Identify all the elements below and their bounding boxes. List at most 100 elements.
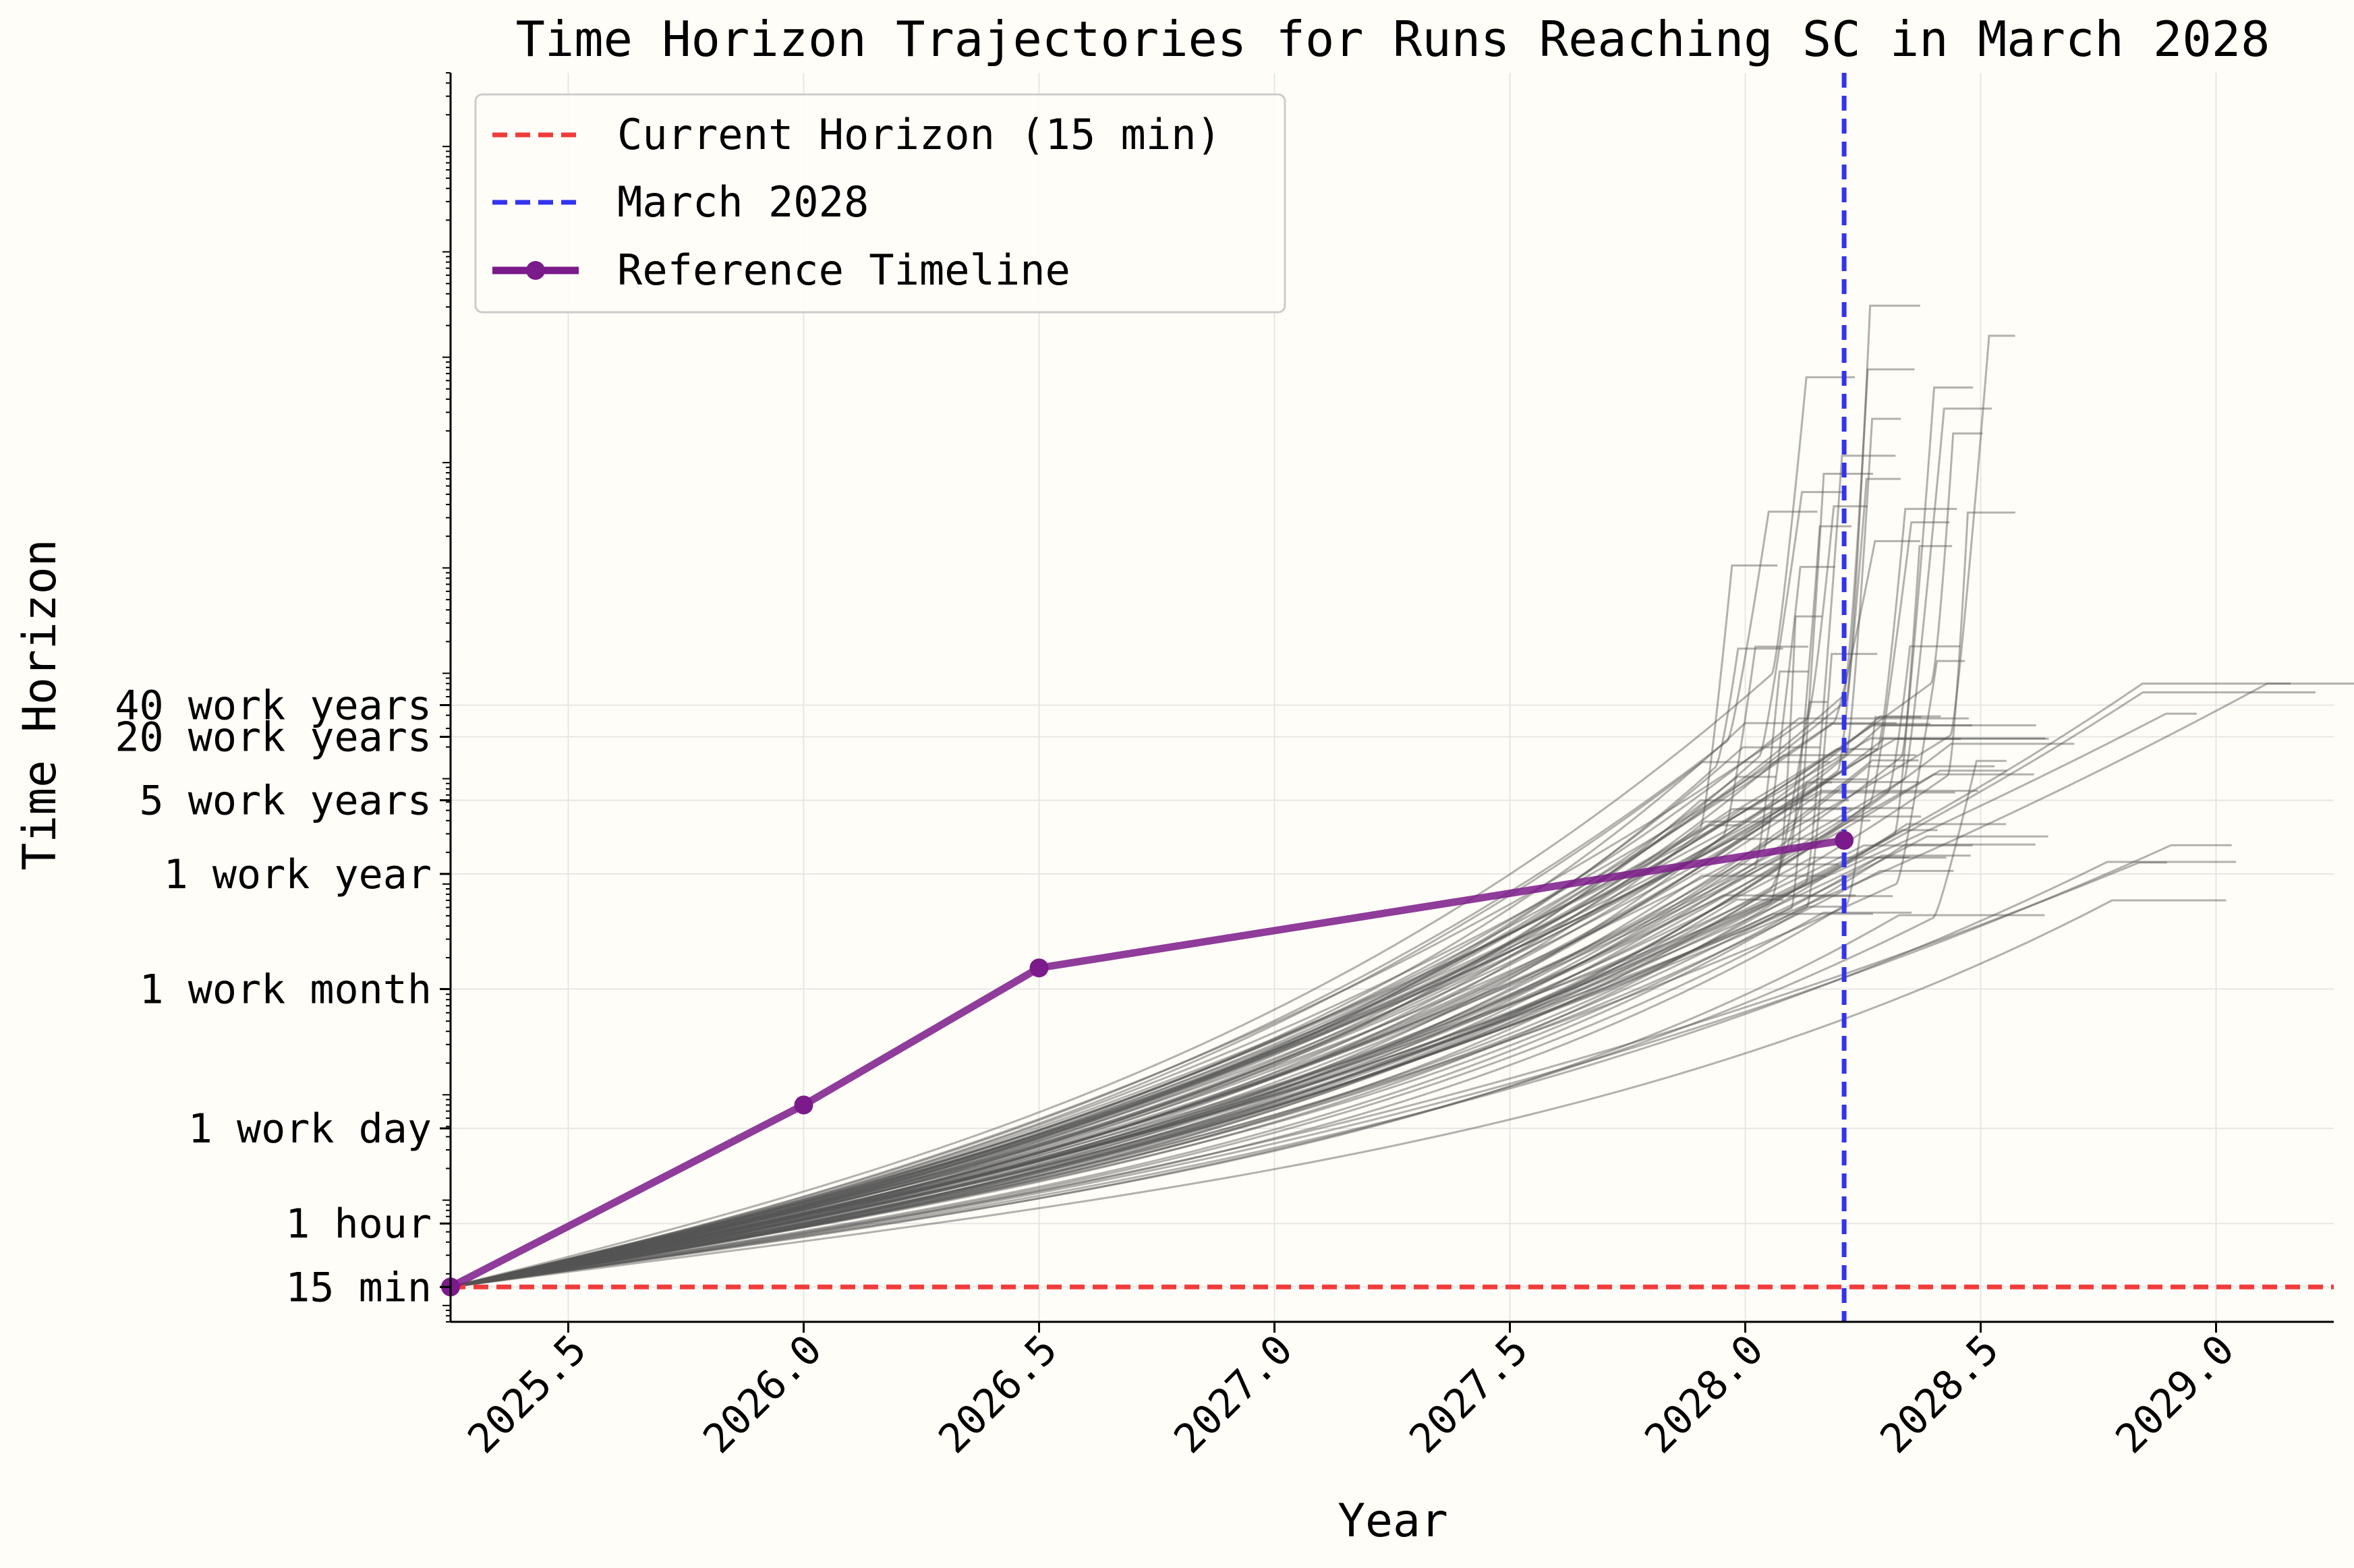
trajectory-line [450,912,1873,1288]
legend-reference-marker [526,261,545,280]
y-ticks: 15 min 1 hour 1 work day 1 work month 1 work… [115,72,451,1323]
trajectory-line [450,781,1920,1288]
x-axis-label: Year [1338,1494,1448,1548]
trajectory-line [450,856,1910,1288]
trajectory-line [450,407,1992,1288]
trajectory-line [450,754,1917,1288]
trajectory-line [450,683,2291,1288]
trajectory-line [450,759,2007,1288]
trajectory-line [450,566,1835,1288]
trajectory-line [450,722,1930,1288]
trajectory-line [450,895,1893,1288]
trajectory-line [450,724,1972,1288]
trajectory-line [450,511,2015,1288]
legend-march-2028-label: March 2028 [617,177,869,227]
trajectory-line [450,844,1973,1288]
trajectory-line [450,869,1954,1288]
trajectory-line [450,778,1867,1288]
trajectory-line [450,894,1856,1288]
y-tick-label: 1 work day [188,1105,432,1153]
y-tick-label: 40 work years [115,683,432,730]
trajectory-line [450,540,1920,1288]
trajectory-line [450,746,1820,1288]
trajectory-line [450,717,1969,1288]
trajectory-line [450,844,2232,1288]
trajectory-line [450,645,1961,1288]
trajectory-line [450,824,1742,1288]
y-tick-label: 15 min [285,1264,432,1311]
trajectory-line [450,455,1896,1288]
trajectory-line [450,829,1938,1288]
trajectory-line [450,368,1915,1288]
trajectory-line [450,525,1851,1288]
trajectory-line [450,715,1941,1288]
trajectory-line [450,491,1843,1288]
trajectory-line [450,819,1871,1288]
trajectory-line [450,722,1897,1288]
trajectory-line [450,815,1921,1288]
trajectory-line [450,856,1947,1288]
trajectory-line [450,861,2237,1288]
trajectory-line [450,776,1777,1288]
trajectory-line [450,863,1839,1288]
reference-timeline-point [1835,831,1854,850]
trajectory-line [450,473,1873,1288]
y-tick-label: 1 work year [164,851,432,898]
chart-title: Time Horizon Trajectories for Runs Reach… [516,11,2270,67]
trajectory-line [450,304,1920,1288]
trajectory-line [450,737,2046,1288]
trajectory-line [450,799,1849,1288]
trajectory-line [450,615,1822,1288]
trajectory-line [450,386,1974,1288]
trajectory-line [450,432,1983,1288]
reference-timeline-point [794,1095,813,1115]
trajectory-line [450,477,1901,1288]
trajectory-line [450,770,2007,1288]
trajectory-line [450,899,2227,1288]
reference-lines [451,73,2334,1322]
trajectory-line [450,653,1878,1288]
trajectory-line [450,691,2316,1288]
trajectory-line [450,835,2048,1288]
legend-current-horizon-label: Current Horizon (15 min) [617,110,1222,159]
trajectory-line [450,875,1826,1288]
trajectory-line [450,759,1919,1288]
y-tick-label: 1 hour [285,1200,432,1248]
trajectory-line [450,743,2075,1288]
trajectory-line [450,905,1847,1288]
trajectory-line [450,647,1783,1288]
trajectory-line [450,335,2015,1288]
trajectory-line [450,545,1953,1288]
trajectory-line [450,861,2167,1288]
trajectory-line [450,564,1778,1288]
trajectory-line [450,724,2036,1288]
trajectory-line [450,791,1955,1288]
trajectory-line [450,376,1855,1288]
trajectory-line [450,820,1771,1288]
reference-timeline-line [449,836,1845,1291]
trajectory-line [450,737,2049,1288]
legend: Current Horizon (15 min) March 2028 Refe… [474,93,1286,314]
y-tick-label: 1 work month [140,966,432,1014]
trajectory-line [450,521,1950,1288]
trajectory-line [450,765,1995,1288]
trajectory-line [450,505,1868,1288]
trajectory-line [450,508,1957,1288]
trajectory-line [450,854,1971,1288]
trajectory-line [450,781,1833,1288]
trajectories [450,304,2354,1288]
y-tick-label: 20 work years [115,714,432,761]
trajectory-line [450,911,1912,1288]
trajectory-line [450,670,1809,1288]
reference-timeline-point [1029,958,1049,978]
trajectory-line [450,790,1978,1288]
trajectory-line [450,716,1922,1288]
trajectory-line [450,701,1828,1288]
y-tick-label: 5 work years [140,778,432,825]
legend-box [474,93,1286,314]
trajectory-line [450,511,1818,1288]
trajectory-line [450,773,2034,1288]
y-axis-label: Time Horizon [13,539,67,870]
trajectory-line [450,645,1808,1288]
